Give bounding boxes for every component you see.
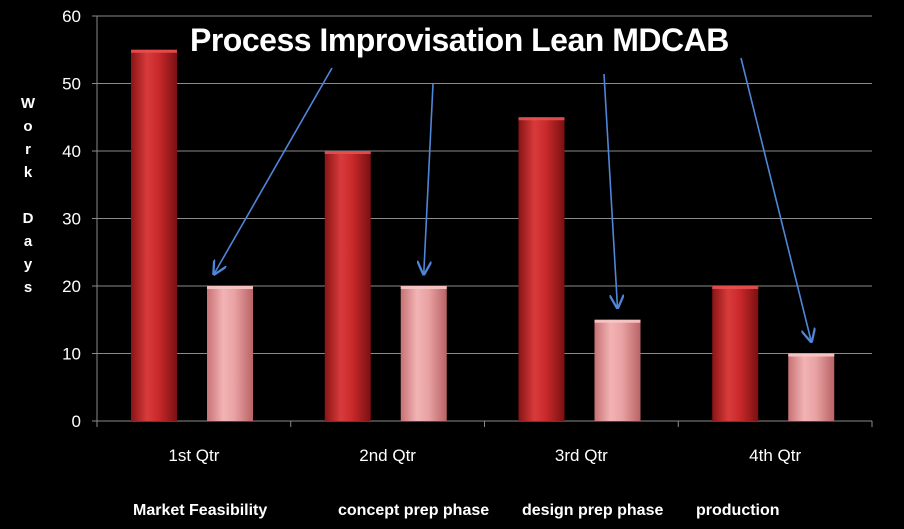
x-tick-label: 1st Qtr [168, 446, 219, 465]
bar-4th-qtr-series-1 [712, 286, 759, 421]
x-tick-label: 3rd Qtr [555, 446, 608, 465]
bar-3rd-qtr-series-2 [594, 319, 641, 421]
bar-1st-qtr-series-1 [131, 49, 177, 421]
bar-top-highlight [712, 286, 759, 289]
phase-label-concept-prep: concept prep phase [338, 502, 490, 519]
y-tick-label: 40 [62, 142, 81, 161]
y-tick-label: 30 [62, 210, 81, 229]
x-tick-label: 2nd Qtr [359, 446, 416, 465]
bar-top-highlight [131, 49, 177, 53]
bar-top-highlight [400, 286, 447, 289]
annotation-arrow [214, 67, 333, 274]
bars [131, 49, 835, 421]
annotation-arrow [740, 57, 811, 342]
chart-title: Process Improvisation Lean MDCAB [190, 22, 729, 58]
y-tick-label: 20 [62, 277, 81, 296]
annotation-arrows [214, 57, 811, 342]
y-tick-label: 10 [62, 345, 81, 364]
y-tick-label: 60 [62, 7, 81, 26]
bar-4th-qtr-series-2 [788, 353, 835, 421]
bar-top-highlight [594, 319, 641, 323]
bar-2nd-qtr-series-1 [324, 151, 371, 421]
y-tick-label: 50 [62, 75, 81, 94]
bar-2nd-qtr-series-2 [400, 286, 447, 421]
bar-top-highlight [324, 151, 371, 154]
bar-top-highlight [518, 117, 565, 121]
y-tick-label: 0 [72, 412, 81, 431]
x-tick-label: 4th Qtr [749, 446, 801, 465]
bar-top-highlight [207, 286, 253, 289]
tick-labels: 0 10 20 30 40 50 60 1st Qtr 2nd Qtr 3rd Qtr 4th Qt… [62, 7, 801, 465]
annotation-arrow [424, 83, 434, 274]
bar-top-highlight [788, 353, 835, 357]
annotation-arrow [603, 73, 618, 308]
phase-label-design-prep: design prep phase [522, 502, 664, 519]
phase-label-market-feasibility: Market Feasibility [133, 502, 268, 519]
bar-1st-qtr-series-2 [207, 286, 253, 421]
phase-label-production: production [696, 502, 780, 519]
bar-3rd-qtr-series-1 [518, 117, 565, 421]
